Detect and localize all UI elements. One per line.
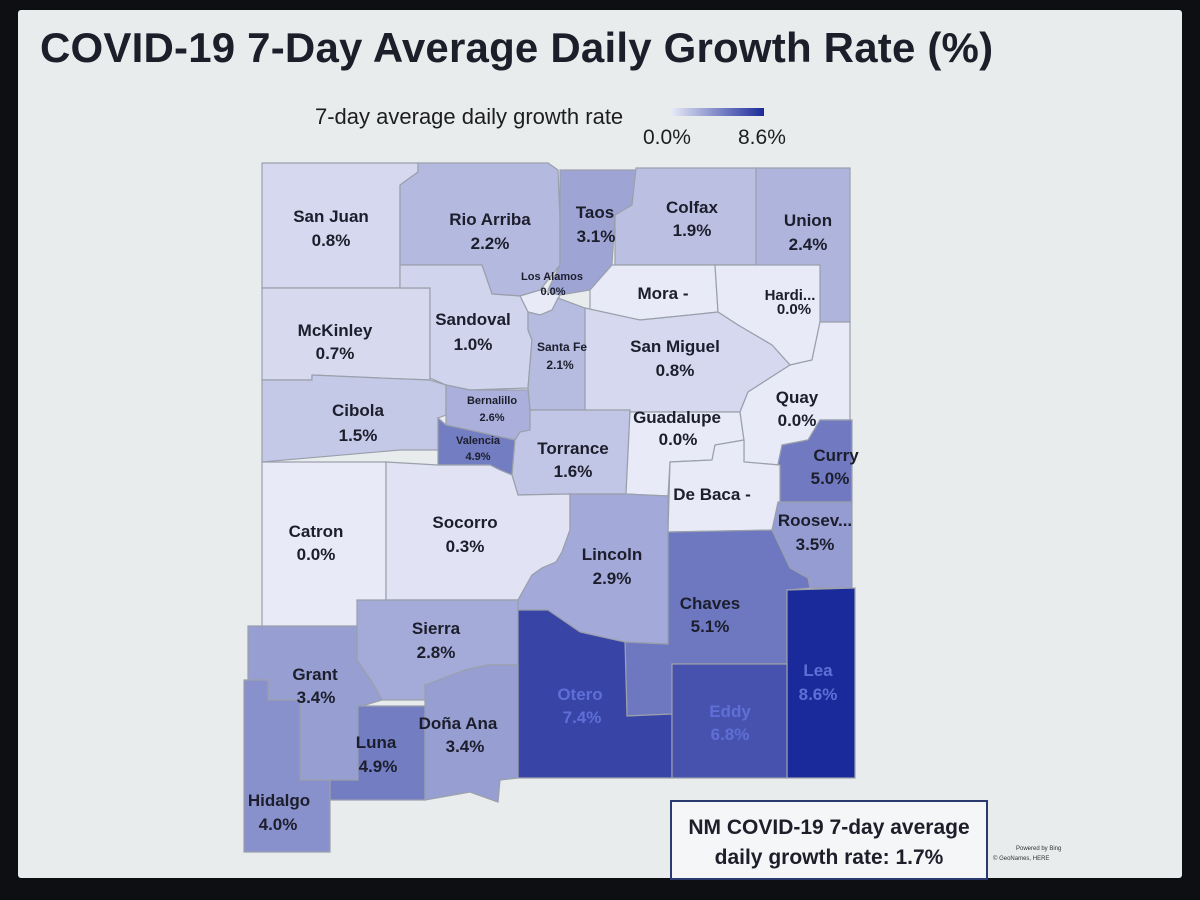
county-value-san-miguel: 0.8% — [656, 361, 695, 380]
summary-line-1: NM COVID-19 7-day average — [688, 816, 970, 839]
county-name-san-miguel: San Miguel — [630, 337, 720, 356]
county-name-los-alamos: Los Alamos — [521, 271, 583, 283]
county-name-grant: Grant — [292, 665, 338, 684]
county-value-san-juan: 0.8% — [312, 231, 351, 250]
county-name-lea: Lea — [803, 661, 833, 680]
county-name-sierra: Sierra — [412, 619, 461, 638]
legend-max-label: 8.6% — [738, 126, 786, 149]
county-value-otero: 7.4% — [563, 708, 602, 727]
county-name-harding: Hardi... — [765, 287, 816, 304]
county-value-guadalupe: 0.0% — [659, 430, 698, 449]
county-name-luna: Luna — [356, 733, 397, 752]
county-value-taos: 3.1% — [577, 227, 616, 246]
county-name-otero: Otero — [557, 685, 602, 704]
county-name-rio-arriba: Rio Arriba — [449, 210, 531, 229]
summary-line-2: daily growth rate: 1.7% — [714, 846, 944, 869]
county-name-lincoln: Lincoln — [582, 545, 642, 564]
county-value-harding: 0.0% — [777, 301, 811, 318]
map-attribution-bing: Powered by Bing — [1016, 846, 1062, 852]
legend-min-label: 0.0% — [643, 126, 691, 149]
county-value-grant: 3.4% — [297, 688, 336, 707]
county-value-dona-ana: 3.4% — [446, 737, 485, 756]
county-name-catron: Catron — [289, 522, 344, 541]
slide-title: COVID-19 7-Day Average Daily Growth Rate… — [40, 24, 994, 71]
county-name-valencia: Valencia — [456, 435, 501, 447]
county-value-santa-fe: 2.1% — [546, 358, 574, 372]
county-value-union: 2.4% — [789, 235, 828, 254]
legend-gradient-bar — [671, 108, 764, 116]
county-name-chaves: Chaves — [680, 594, 740, 613]
county-hidalgo[interactable] — [243, 679, 331, 853]
county-value-roosevelt: 3.5% — [796, 535, 835, 554]
county-value-curry: 5.0% — [811, 469, 850, 488]
county-name-bernalillo: Bernalillo — [467, 395, 517, 407]
county-name-taos: Taos — [576, 203, 614, 222]
county-value-eddy: 6.8% — [711, 725, 750, 744]
county-value-lea: 8.6% — [799, 685, 838, 704]
county-dona-ana[interactable] — [424, 664, 519, 803]
county-lea[interactable] — [786, 587, 856, 779]
county-name-san-juan: San Juan — [293, 207, 369, 226]
county-value-valencia: 4.9% — [465, 451, 490, 463]
county-label-mora: Mora - — [638, 284, 689, 303]
county-value-sierra: 2.8% — [417, 643, 456, 662]
county-name-curry: Curry — [813, 446, 859, 465]
county-name-union: Union — [784, 211, 832, 230]
county-label-de-baca: De Baca - — [673, 485, 750, 504]
county-name-santa-fe: Santa Fe — [537, 340, 587, 354]
county-name-socorro: Socorro — [432, 513, 497, 532]
county-name-cibola: Cibola — [332, 401, 384, 420]
county-name-colfax: Colfax — [666, 198, 719, 217]
county-name-dona-ana: Doña Ana — [419, 714, 498, 733]
county-value-hidalgo: 4.0% — [259, 815, 298, 834]
county-value-luna: 4.9% — [359, 757, 398, 776]
county-value-quay: 0.0% — [778, 411, 817, 430]
county-value-torrance: 1.6% — [554, 462, 593, 481]
county-value-rio-arriba: 2.2% — [471, 234, 510, 253]
statewide-summary-box: NM COVID-19 7-day average daily growth r… — [670, 800, 988, 880]
county-name-sandoval: Sandoval — [435, 310, 511, 329]
county-name-torrance: Torrance — [537, 439, 609, 458]
county-value-catron: 0.0% — [297, 545, 336, 564]
county-value-lincoln: 2.9% — [593, 569, 632, 588]
county-name-mckinley: McKinley — [298, 321, 373, 340]
county-value-los-alamos: 0.0% — [540, 286, 565, 298]
county-value-mckinley: 0.7% — [316, 344, 355, 363]
map-attribution-sources: © GeoNames, HERE — [993, 856, 1050, 862]
county-value-sandoval: 1.0% — [454, 335, 493, 354]
county-name-quay: Quay — [776, 388, 819, 407]
county-santa-fe[interactable] — [527, 297, 586, 411]
county-eddy[interactable] — [671, 663, 788, 779]
county-value-socorro: 0.3% — [446, 537, 485, 556]
legend-label: 7-day average daily growth rate — [315, 104, 624, 129]
county-value-cibola: 1.5% — [339, 426, 378, 445]
county-name-roosevelt: Roosev... — [778, 511, 852, 530]
county-name-hidalgo: Hidalgo — [248, 791, 310, 810]
county-value-bernalillo: 2.6% — [479, 412, 504, 424]
county-otero[interactable] — [517, 609, 673, 779]
county-value-chaves: 5.1% — [691, 617, 730, 636]
county-name-guadalupe: Guadalupe — [633, 408, 721, 427]
county-value-colfax: 1.9% — [673, 221, 712, 240]
county-name-eddy: Eddy — [709, 702, 751, 721]
